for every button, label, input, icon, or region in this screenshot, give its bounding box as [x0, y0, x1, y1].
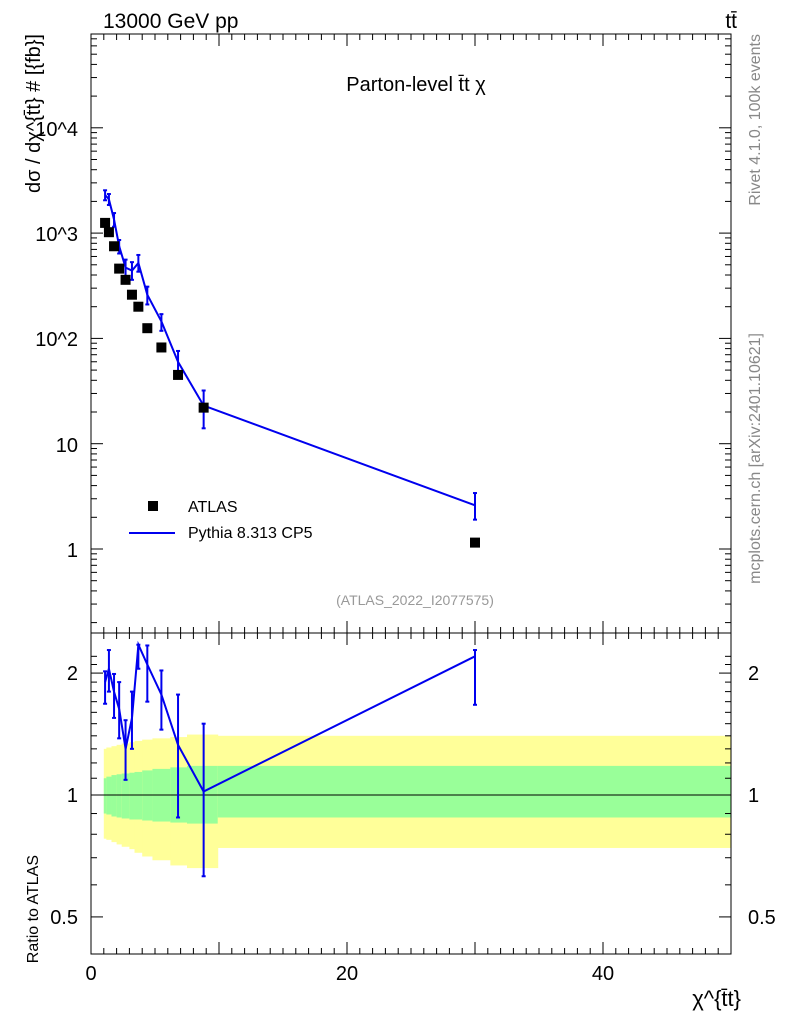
legend-label-pythia: Pythia 8.313 CP5: [188, 525, 313, 542]
atlas-point: [173, 369, 184, 380]
main-plot-area: [100, 189, 480, 548]
ratio-band-green: [121, 773, 130, 819]
atlas-point: [103, 227, 114, 238]
ratio-band-green: [111, 775, 118, 817]
x-tick-label: 0: [85, 963, 96, 985]
watermark: (ATLAS_2022_I2077575): [336, 592, 494, 608]
header-energy: 13000 GeV pp: [103, 10, 238, 33]
mcplots-label: mcplots.cern.ch [arXiv:2401.10621]: [747, 333, 764, 584]
atlas-point: [126, 289, 137, 300]
x-tick-label: 20: [336, 963, 358, 985]
main-title: Parton-level t̄t χ: [346, 74, 486, 96]
main-y-tick-label-10: 10: [56, 435, 78, 457]
atlas-point: [133, 301, 144, 312]
legend: ATLAS Pythia 8.313 CP5: [129, 499, 313, 542]
ratio-plot-area: [103, 640, 477, 878]
ratio-y-tick-label: 0.5: [50, 907, 78, 929]
main-axis-ticks: [90, 34, 732, 633]
atlas-point: [156, 342, 167, 353]
main-ylabel: dσ / dχ^{t̄t} # [{fb}]: [23, 34, 45, 193]
atlas-point: [470, 537, 480, 548]
atlas-point: [109, 241, 120, 252]
rivet-label: Rivet 4.1.0, 100k events: [747, 34, 764, 206]
ratio-uncertainty-bands: [103, 734, 732, 869]
ratio-ylabel: Ratio to ATLAS: [25, 855, 42, 963]
legend-label-atlas: ATLAS: [188, 499, 238, 516]
ratio-band-green: [217, 765, 732, 818]
ratio-y-tick-label: 1: [67, 785, 78, 807]
ratio-band-green: [116, 774, 123, 818]
ratio-frame: [90, 632, 732, 955]
legend-marker-atlas: [148, 501, 158, 511]
ratio-band-green: [106, 776, 112, 815]
main-y-tick-label-10000: 10^4: [35, 119, 78, 141]
x-tick-label: 40: [592, 963, 614, 985]
atlas-point: [198, 402, 209, 413]
ratio-y-tick-label-right: 0.5: [748, 907, 776, 929]
ratio-y-tick-label-right: 1: [748, 785, 759, 807]
main-y-tick-label-1000: 10^3: [35, 224, 78, 246]
main-y-tick-label-100: 10^2: [35, 329, 78, 351]
atlas-point: [114, 263, 125, 274]
main-panel: Parton-level t̄t χ dσ / dχ^{t̄t} # [{fb}…: [23, 33, 732, 634]
ratio-axis-ticks: 0 20 40 0.5 0.5 1 1 2 2: [50, 633, 776, 985]
header-process: tt̄: [725, 10, 737, 33]
main-frame: [90, 33, 732, 634]
atlas-point: [120, 274, 131, 285]
ratio-band-green: [103, 778, 107, 814]
atlas-point: [100, 217, 111, 228]
atlas-point: [142, 323, 153, 334]
main-y-tick-label-1: 1: [67, 540, 78, 562]
ratio-y-tick-label: 2: [67, 663, 78, 685]
ratio-band-green: [134, 771, 143, 820]
ratio-band-green: [129, 772, 136, 820]
ratio-y-tick-label-right: 2: [748, 663, 759, 685]
x-axis-label: χ^{t̄t}: [692, 986, 741, 1011]
ratio-panel: 0 20 40 0.5 0.5 1 1 2 2 Ratio to ATLAS χ^{t̄t}: [25, 632, 776, 1011]
